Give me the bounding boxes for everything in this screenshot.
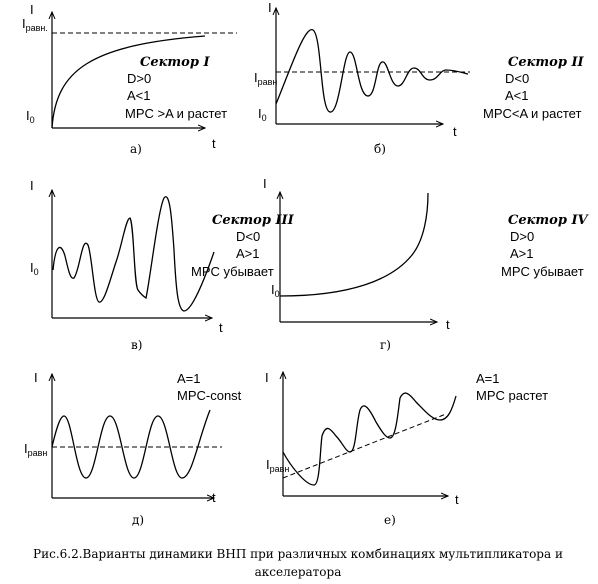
trend-line [282, 413, 447, 479]
sector-title: Сектор I [140, 55, 210, 70]
panel-e: I t Iравн A=1 MPC-const д) [24, 370, 242, 527]
x-axis-label: t [219, 320, 223, 335]
eq-level-label: Iравн. [22, 16, 48, 33]
y-axis-label: I [30, 178, 34, 193]
x-axis-label: t [453, 124, 457, 139]
y-axis-label: I [263, 176, 267, 191]
y-axis-label: I [265, 370, 269, 385]
condition-line: D>0 [510, 229, 534, 244]
condition-line: MPC-const [177, 388, 242, 403]
figure-caption: акселератора [255, 565, 342, 579]
condition-line: MPC убывает [191, 264, 274, 279]
condition-line: A>1 [236, 246, 260, 261]
condition-line: D>0 [127, 71, 151, 86]
panel-d: I t I0 Сектор IV D>0 A>1 MPC убывает г) [263, 176, 590, 352]
zero-level-label: I0 [271, 282, 280, 299]
eq-level-label: Iравн [24, 441, 47, 458]
y-axis-label: I [34, 370, 38, 385]
figure-caption: Рис.6.2.Варианты динамики ВНП при различ… [33, 547, 563, 561]
zero-level-label: I0 [258, 106, 267, 123]
sector-title: Сектор II [508, 55, 585, 70]
panel-c: I t I0 Сектор III D<0 A>1 MPC убывает в) [30, 178, 295, 352]
panel-letter: е) [384, 513, 396, 527]
panel-b: I t Iравн I0 Сектор II D<0 A<1 MPC<A и р… [254, 0, 585, 156]
panel-letter: г) [380, 338, 391, 352]
condition-line: A<1 [127, 88, 151, 103]
x-axis-label: t [455, 492, 459, 507]
panel-letter: б) [374, 142, 386, 156]
condition-line: A=1 [476, 371, 500, 386]
condition-line: A>1 [510, 246, 534, 261]
condition-line: MPC<A и растет [483, 106, 581, 121]
x-axis-label: t [212, 136, 216, 151]
condition-line: A<1 [505, 88, 529, 103]
condition-line: D<0 [505, 71, 529, 86]
panel-f: I t Iравн A=1 MPC растет е) [265, 370, 548, 527]
dynamics-curve [51, 409, 211, 479]
zero-level-label: I0 [30, 260, 39, 277]
dynamics-curve [275, 29, 469, 113]
panel-letter: а) [130, 142, 142, 156]
dynamics-curve [51, 35, 206, 129]
sector-title: Сектор III [212, 213, 295, 228]
condition-line: MPC убывает [501, 264, 584, 279]
dynamics-curve [282, 392, 457, 486]
y-axis-label: I [268, 0, 272, 15]
sector-title: Сектор IV [508, 213, 590, 228]
panel-letter: в) [131, 338, 142, 352]
condition-line: MPC растет [476, 388, 548, 403]
y-axis-label: I [30, 2, 34, 17]
x-axis-label: t [446, 317, 450, 332]
x-axis-label: t [212, 490, 216, 505]
eq-level-label: Iравн [254, 70, 277, 87]
condition-line: D<0 [236, 229, 260, 244]
condition-line: MPC >A и растет [125, 106, 227, 121]
dynamics-curve [279, 192, 429, 297]
eq-level-label: Iравн [266, 457, 289, 474]
panel-letter: д) [132, 513, 144, 527]
dynamics-curve [52, 196, 215, 312]
condition-line: A=1 [177, 371, 201, 386]
panel-a: I t Iравн. I0 Сектор I D>0 A<1 MPC >A и … [22, 2, 237, 156]
zero-level-label: I0 [26, 108, 35, 125]
